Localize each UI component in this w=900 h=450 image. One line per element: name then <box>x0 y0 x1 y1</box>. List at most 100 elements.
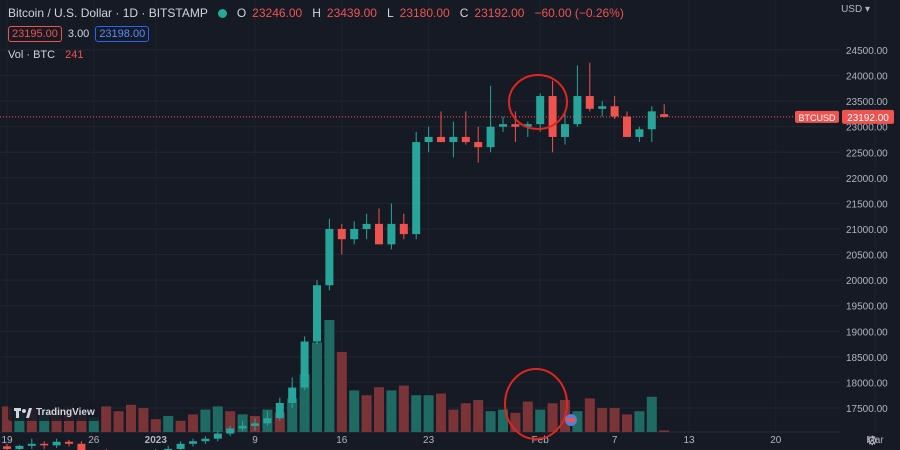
price-tick-label: 24500.00 <box>846 46 888 57</box>
market-status-icon <box>217 8 227 18</box>
time-tick-label: 19 <box>1 435 13 446</box>
candle-body <box>461 136 470 143</box>
volume-bar <box>312 342 322 432</box>
tradingview-logo[interactable]: TradingView <box>8 404 101 421</box>
time-axis[interactable]: 1926202391623Feb71320Mar7 <box>1 435 900 446</box>
volume-bar <box>646 396 657 432</box>
flag-icon-stripe <box>567 418 575 422</box>
time-tick-label: 26 <box>88 435 100 446</box>
volume-bar <box>386 390 397 432</box>
candle-body <box>337 229 346 240</box>
volume-bar <box>535 409 546 432</box>
candle-body <box>387 223 396 245</box>
candle-body <box>52 441 61 446</box>
buy-price-button[interactable]: 23198.00 <box>95 26 150 42</box>
volume-bar <box>423 395 434 432</box>
spread-value: 3.00 <box>67 28 90 40</box>
volume-bar <box>188 414 198 432</box>
volume-bar <box>349 390 360 432</box>
close-label: C <box>459 6 469 20</box>
candle-body <box>40 443 49 446</box>
volume-bar <box>436 393 446 432</box>
high-label: H <box>312 6 321 20</box>
tradingview-logo-icon <box>14 407 32 418</box>
candle-body <box>213 433 222 439</box>
symbol-title[interactable]: Bitcoin / U.S. Dollar · 1D · BITSTAMP <box>8 6 208 20</box>
candle-body <box>437 136 445 143</box>
candle-body <box>226 428 235 434</box>
candle-body <box>362 223 371 229</box>
candle-body <box>474 142 483 148</box>
candle-body <box>77 443 86 450</box>
price-tick-label: 23500.00 <box>846 97 888 108</box>
low-value: 23180.00 <box>399 6 450 20</box>
price-tick-label: 24000.00 <box>846 72 888 83</box>
currency-selector[interactable]: USD ▾ <box>841 4 870 15</box>
candle-body <box>263 418 272 424</box>
candle-body <box>375 223 383 245</box>
volume-legend[interactable]: Vol · BTC 241 <box>8 49 83 61</box>
volume-bar <box>361 395 372 432</box>
change-value: −60.00 (−0.26%) <box>534 6 624 20</box>
last-price-tag-bg <box>842 109 894 124</box>
volume-bar <box>150 419 161 432</box>
quote-panel: 23195.00 3.00 23198.00 <box>8 26 150 42</box>
candle-body <box>610 106 619 117</box>
annotation-circle <box>508 74 568 130</box>
time-tick-label: 2023 <box>145 435 168 446</box>
candle-body <box>325 229 334 286</box>
volume-bar <box>287 398 298 432</box>
volume-bar <box>398 385 409 432</box>
volume-bar <box>609 408 620 432</box>
candle-body <box>251 423 259 426</box>
volume-bar <box>324 320 335 432</box>
volume-bar <box>584 398 595 432</box>
time-tick-label: Feb <box>532 435 550 446</box>
price-tick-label: 22500.00 <box>846 148 888 159</box>
time-tick-label: 9 <box>252 435 258 446</box>
symbol-tag-bg <box>795 110 839 123</box>
price-tick-label: 21500.00 <box>846 199 888 210</box>
volume-bar <box>212 406 223 432</box>
currency-label: USD <box>841 4 863 15</box>
volume-bar <box>597 408 608 432</box>
time-tick-label: 7 <box>612 435 618 446</box>
gear-icon[interactable]: ⚙ <box>866 433 878 448</box>
candle-body <box>486 126 495 148</box>
volume-bar <box>2 406 12 432</box>
price-tick-label: 22000.00 <box>846 174 888 185</box>
close-value: 23192.00 <box>474 6 525 20</box>
sell-price-button[interactable]: 23195.00 <box>8 26 62 42</box>
volume-bar <box>163 416 174 432</box>
price-tick-label: 19500.00 <box>846 302 888 313</box>
last-price-marker: BTCUSD 23192.00 <box>0 109 894 124</box>
open-label: O <box>236 6 247 20</box>
price-tick-label: 20500.00 <box>846 251 888 262</box>
time-tick-label: Mar <box>866 435 884 446</box>
volume-bar <box>274 412 285 432</box>
time-tick-label: 13 <box>683 435 695 446</box>
candle-body <box>399 223 408 235</box>
candle-body <box>238 425 247 429</box>
chart-grid <box>0 49 840 433</box>
candle-body <box>449 136 458 143</box>
candlesticks <box>3 62 669 450</box>
volume-bar <box>200 409 211 432</box>
candle-body <box>623 116 631 137</box>
open-value: 23246.00 <box>252 6 303 20</box>
candle-body <box>15 445 24 449</box>
volume-bar <box>76 412 87 432</box>
volume-bar <box>113 411 124 432</box>
candle-body <box>201 438 210 442</box>
price-tick-label: 21000.00 <box>846 225 888 236</box>
price-axis[interactable]: 17500.00 18000.00 18500.00 19000.00 19500.00… <box>846 46 888 415</box>
volume-bar <box>411 395 422 432</box>
low-label: L <box>386 6 394 20</box>
volume-bar <box>374 387 384 432</box>
candle-body <box>635 129 644 137</box>
volume-bar <box>522 401 533 432</box>
volume-bar <box>622 414 632 432</box>
candle-body <box>412 142 421 235</box>
